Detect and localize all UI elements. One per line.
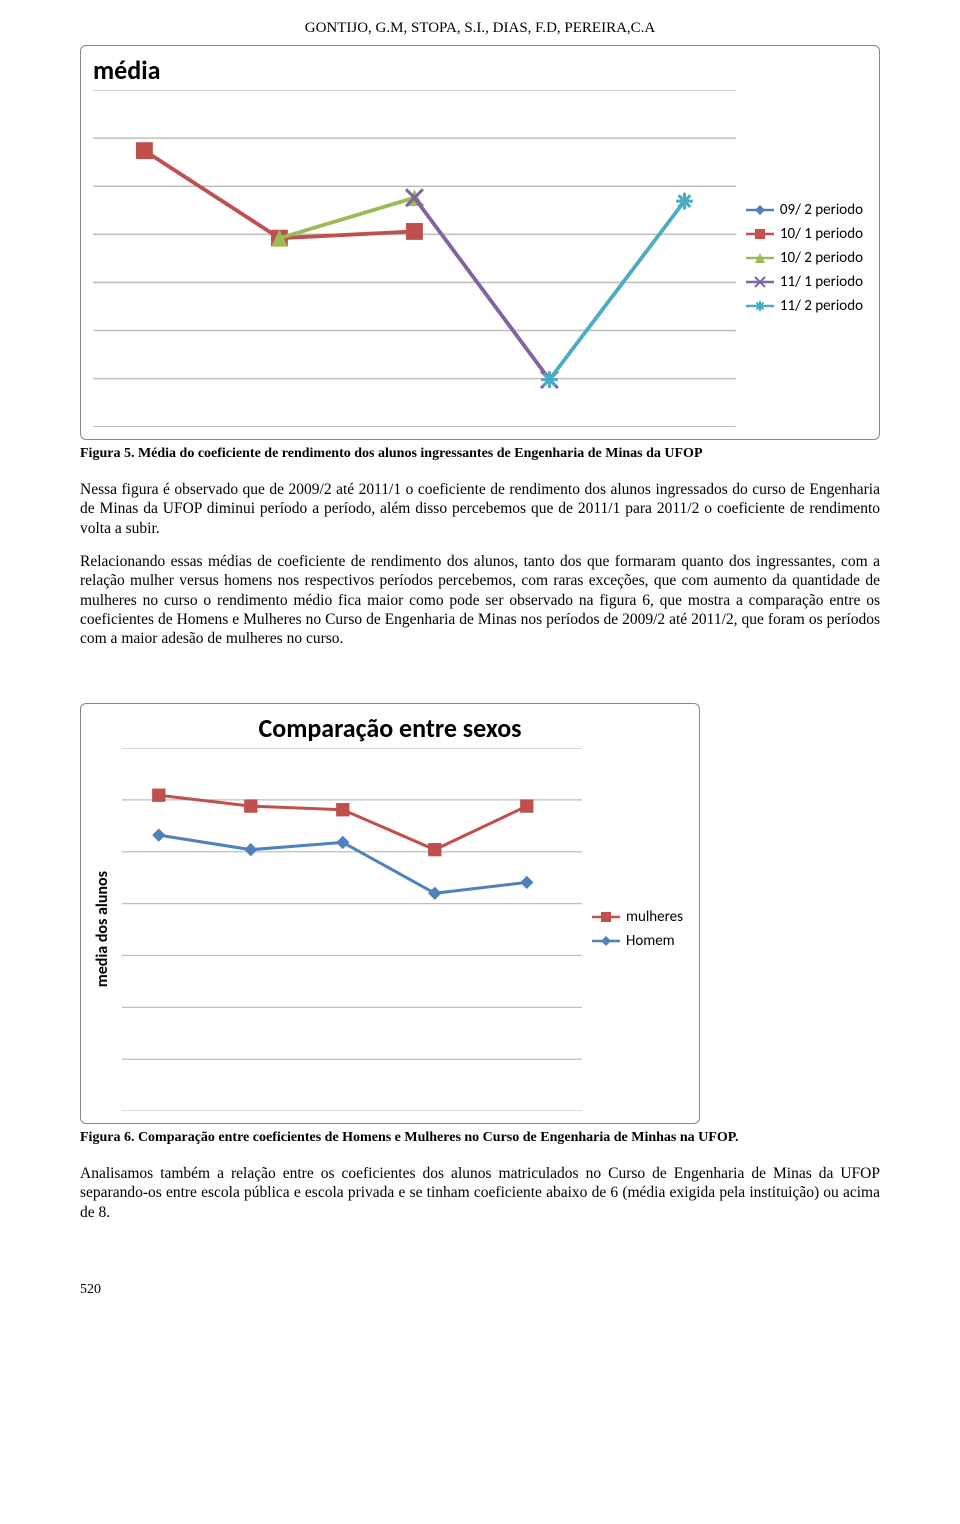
- paragraph-2: Relacionando essas médias de coeficiente…: [80, 552, 880, 649]
- legend-label: 11/ 1 periodo: [780, 273, 863, 291]
- legend-label: mulheres: [626, 908, 683, 926]
- chart1-plot: [93, 90, 736, 427]
- paragraph-1: Nessa figura é observado que de 2009/2 a…: [80, 480, 880, 538]
- legend-label: Homem: [626, 932, 675, 950]
- chart-comparacao: Comparação entre sexos media dos alunos …: [80, 703, 700, 1124]
- legend-label: 10/ 2 periodo: [780, 249, 863, 267]
- legend-item: mulheres: [592, 908, 683, 926]
- legend-item: 10/ 1 periodo: [746, 225, 863, 243]
- chart2-legend: mulheres Homem: [592, 908, 687, 950]
- chart2-title: Comparação entre sexos: [93, 712, 687, 744]
- legend-label: 10/ 1 periodo: [780, 225, 863, 243]
- legend-item: 11/ 1 periodo: [746, 273, 863, 291]
- figure5-caption: Figura 5. Média do coeficiente de rendim…: [80, 446, 880, 462]
- legend-label: 09/ 2 periodo: [780, 201, 863, 219]
- chart1-title: média: [93, 54, 867, 86]
- chart2-plot: [122, 748, 582, 1111]
- chart-media: média 09/ 2 periodo 10/ 1 periodo 10/ 2 pe…: [80, 45, 880, 440]
- legend-item: 09/ 2 periodo: [746, 201, 863, 219]
- chart1-legend: 09/ 2 periodo 10/ 1 periodo 10/ 2 periodo 1…: [746, 201, 867, 315]
- legend-item: Homem: [592, 932, 683, 950]
- legend-item: 11/ 2 periodo: [746, 297, 863, 315]
- figure6-caption: Figura 6. Comparação entre coeficientes …: [80, 1130, 880, 1146]
- chart2-ylabel: media dos alunos: [93, 871, 112, 987]
- paragraph-3: Analisamos também a relação entre os coe…: [80, 1164, 880, 1222]
- page-header: GONTIJO, G.M, STOPA, S.I., DIAS, F.D, PE…: [80, 20, 880, 37]
- page-number: 520: [80, 1282, 880, 1298]
- legend-item: 10/ 2 periodo: [746, 249, 863, 267]
- legend-label: 11/ 2 periodo: [780, 297, 863, 315]
